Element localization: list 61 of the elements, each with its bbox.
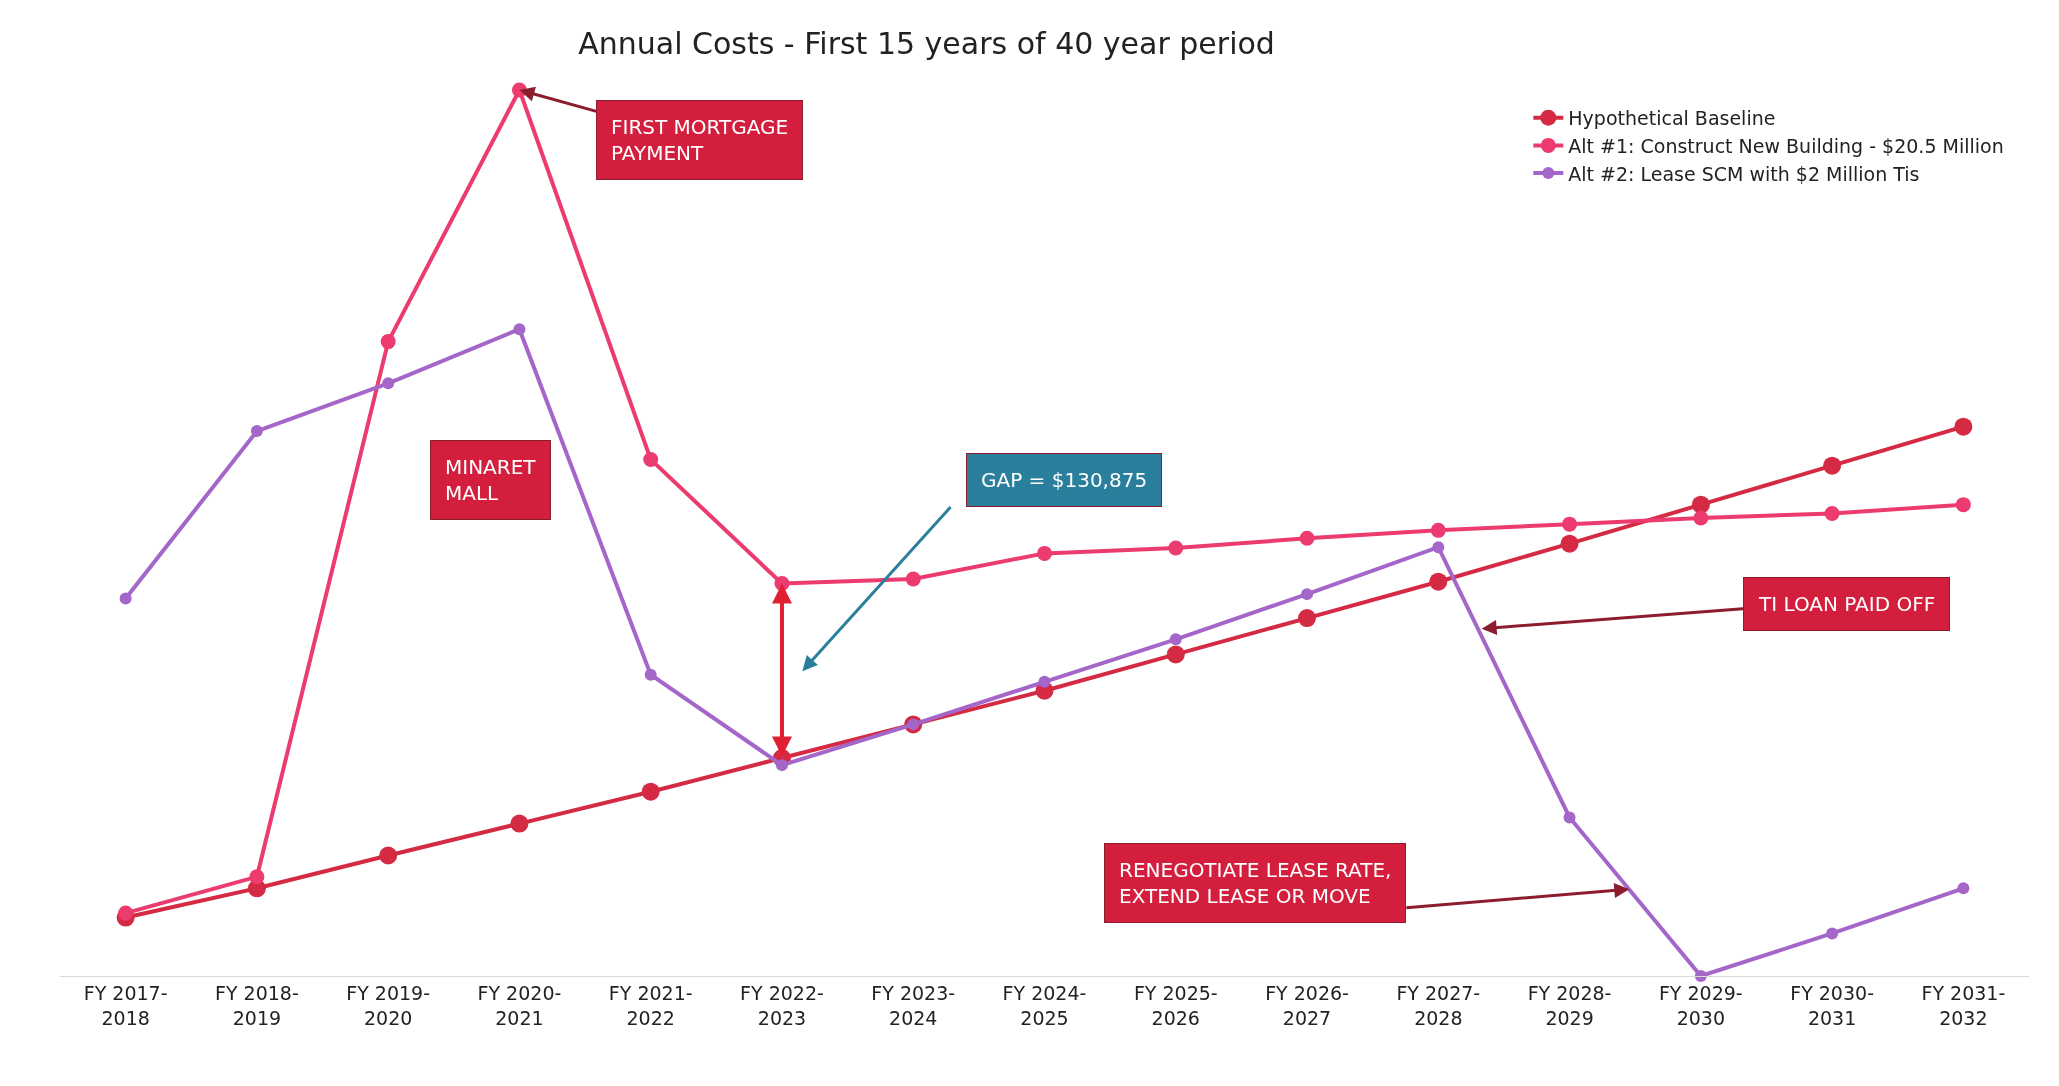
x-tick-label: FY 2023- 2024 xyxy=(871,981,956,1029)
point xyxy=(1560,534,1579,553)
point xyxy=(250,425,263,438)
point xyxy=(1430,522,1446,538)
legend-label: Alt #2: Lease SCM with $2 Million Tis xyxy=(1568,162,1920,185)
point xyxy=(1301,588,1314,601)
point xyxy=(1562,516,1578,532)
point xyxy=(118,905,134,921)
annotation: MINARET MALL xyxy=(445,455,537,505)
annotation: FIRST MORTGAGE PAYMENT xyxy=(611,115,789,165)
x-tick-label: FY 2026- 2027 xyxy=(1265,981,1349,1029)
x-tick-label: FY 2020- 2021 xyxy=(477,981,562,1029)
point xyxy=(1037,545,1052,561)
point xyxy=(1038,675,1051,688)
x-tick-label: FY 2024- 2025 xyxy=(1002,981,1087,1029)
annotation: RENEGOTIATE LEASE RATE, EXTEND LEASE OR MOVE xyxy=(1119,858,1392,908)
point xyxy=(641,782,660,801)
x-tick-label: FY 2031- 2032 xyxy=(1921,981,2006,1029)
point xyxy=(380,334,396,350)
point xyxy=(379,846,398,865)
annotation: GAP = $130,875 xyxy=(981,468,1148,492)
point xyxy=(1168,540,1184,556)
point xyxy=(1563,811,1576,824)
point xyxy=(1299,530,1315,546)
point xyxy=(1694,970,1707,982)
point xyxy=(1826,927,1839,940)
point xyxy=(1955,497,1971,513)
point xyxy=(643,451,659,467)
point xyxy=(775,759,788,772)
point xyxy=(1823,456,1842,475)
x-tick-label: FY 2028- 2029 xyxy=(1527,981,1612,1029)
legend-label: Hypothetical Baseline xyxy=(1568,107,1776,130)
point xyxy=(119,592,132,605)
point xyxy=(510,814,529,833)
point xyxy=(905,571,921,587)
x-tick-label: FY 2030- 2031 xyxy=(1790,981,1874,1029)
point xyxy=(1824,506,1840,521)
x-tick-label: FY 2022- 2023 xyxy=(740,981,824,1029)
x-tick-label: FY 2019- 2020 xyxy=(346,981,431,1029)
point xyxy=(1432,541,1445,554)
x-tick-label: FY 2021- 2022 xyxy=(608,981,693,1029)
x-tick-label: FY 2029- 2030 xyxy=(1658,981,1743,1029)
x-tick-label: FY 2017- 2018 xyxy=(83,981,168,1029)
point xyxy=(382,377,395,390)
point xyxy=(1169,633,1182,646)
point xyxy=(1298,609,1317,628)
point xyxy=(513,323,526,336)
point xyxy=(1693,510,1709,526)
x-tick-label: FY 2025- 2026 xyxy=(1133,981,1218,1029)
point xyxy=(644,668,657,681)
point xyxy=(1957,882,1970,895)
point xyxy=(1166,645,1185,664)
point xyxy=(1954,417,1973,436)
legend-label: Alt #1: Construct New Building - $20.5 Million xyxy=(1568,134,2004,157)
point xyxy=(1429,572,1448,591)
chart-title: Annual Costs - First 15 years of 40 year period xyxy=(578,25,1275,61)
annotation: TI LOAN PAID OFF xyxy=(1758,592,1936,616)
x-tick-label: FY 2018- 2019 xyxy=(215,981,299,1029)
point xyxy=(249,869,265,885)
x-tick-label: FY 2027- 2028 xyxy=(1396,981,1481,1029)
point xyxy=(1691,495,1710,514)
